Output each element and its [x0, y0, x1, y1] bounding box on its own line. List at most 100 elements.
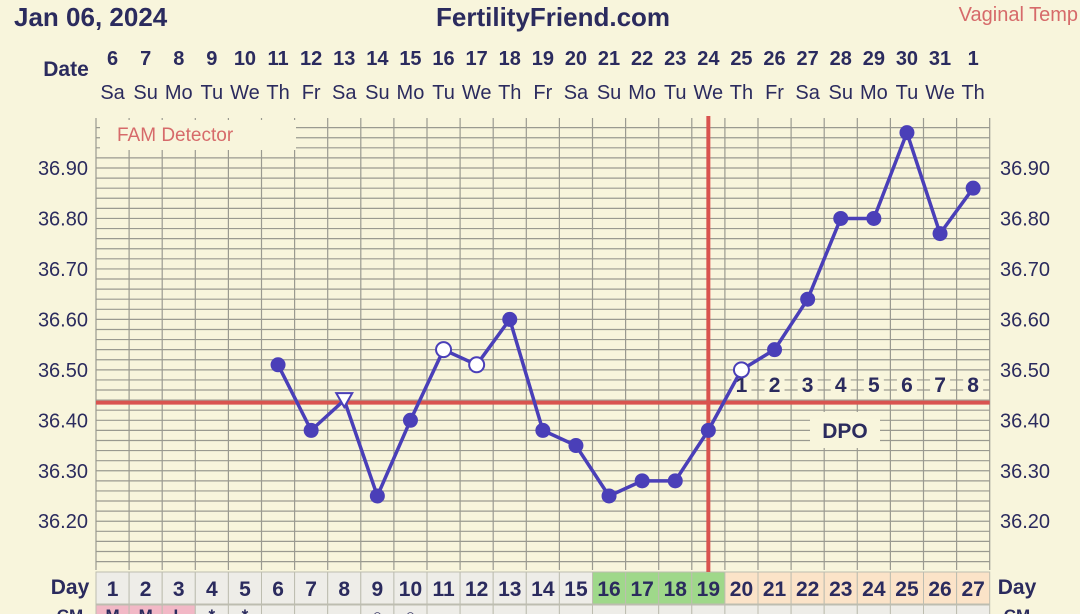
- cycle-day-number: 26: [928, 578, 951, 601]
- cycle-day-cell: [227, 571, 262, 605]
- cycle-day-cell: [790, 571, 825, 605]
- bottom-row-cell: [757, 604, 792, 614]
- dpo-number: 5: [868, 374, 880, 397]
- bottom-row-symbol: *: [209, 606, 216, 614]
- temperature-point: [667, 473, 683, 489]
- bottom-row-cell: [360, 604, 395, 614]
- dpo-number-bg: [930, 372, 951, 396]
- temperature-point: [866, 210, 882, 226]
- dpo-number-bg: [830, 372, 851, 396]
- y-tick-left: 36.50: [38, 360, 88, 382]
- temperature-point: [800, 291, 816, 307]
- date-label: 22: [631, 48, 653, 70]
- weekday-label: Su: [597, 82, 621, 104]
- weekday-label: Tu: [896, 82, 919, 104]
- bottom-row-symbol: ○: [372, 606, 382, 614]
- temperature-point-open: [468, 356, 486, 374]
- temperature-point: [303, 422, 319, 438]
- date-label: 6: [107, 48, 118, 70]
- date-label: 25: [730, 48, 752, 70]
- cycle-day-number: 21: [763, 578, 787, 601]
- temp-type-label: Vaginal Temp: [958, 4, 1078, 26]
- bottom-row-cell: [95, 604, 130, 614]
- weekday-label: Sa: [332, 82, 357, 104]
- fam-detector-bg: [100, 120, 296, 150]
- cycle-day-cell: [360, 571, 395, 605]
- date-label: 18: [499, 48, 521, 70]
- bottom-row-cell: [327, 604, 362, 614]
- weekday-label: Tu: [432, 82, 455, 104]
- day-row-label-right: Day: [998, 576, 1037, 599]
- y-tick-left: 36.30: [38, 461, 88, 483]
- weekday-label: Mo: [397, 82, 425, 104]
- bottom-row-cell: [724, 604, 759, 614]
- day-row-label-left: Day: [51, 576, 90, 599]
- temperature-point: [700, 422, 716, 438]
- bottom-row-cell: [261, 604, 296, 614]
- weekday-label: Fr: [533, 82, 552, 104]
- cycle-day-number: 13: [498, 578, 521, 601]
- y-tick-left: 36.20: [38, 511, 88, 533]
- bottom-row-cell: [393, 604, 428, 614]
- weekday-label: Su: [829, 82, 853, 104]
- temperature-line: [276, 130, 975, 498]
- temperature-point: [932, 226, 948, 242]
- bottom-row-symbol: M: [139, 606, 153, 614]
- weekday-label: Sa: [100, 82, 125, 104]
- fam-detector-label: FAM Detector: [117, 125, 234, 146]
- date-label: 17: [466, 48, 488, 70]
- bottom-row-cell: [227, 604, 262, 614]
- date-label: 13: [333, 48, 355, 70]
- weekday-label: Mo: [165, 82, 193, 104]
- y-tick-left: 36.90: [38, 158, 88, 180]
- dpo-number: 8: [967, 374, 979, 397]
- date-label: 27: [797, 48, 819, 70]
- bottom-row-cell: [691, 604, 726, 614]
- y-tick-right: 36.60: [1000, 309, 1050, 331]
- date-label: 23: [664, 48, 686, 70]
- cycle-day-cell: [592, 571, 627, 605]
- bottom-row-cell: [294, 604, 329, 614]
- bottom-row-cell: [426, 604, 461, 614]
- dpo-number-bg: [863, 372, 884, 396]
- temperature-point: [833, 210, 849, 226]
- dpo-number: 4: [835, 374, 847, 397]
- cycle-day-number: 14: [531, 578, 555, 601]
- weekday-label: Tu: [201, 82, 224, 104]
- weekday-label: We: [925, 82, 955, 104]
- cycle-day-number: 5: [239, 578, 251, 601]
- cycle-day-number: 27: [961, 578, 984, 601]
- y-tick-right: 36.50: [1000, 360, 1050, 382]
- weekday-label: Mo: [628, 82, 656, 104]
- weekday-label: Th: [961, 82, 984, 104]
- cycle-day-number: 1: [107, 578, 119, 601]
- chart-date: Jan 06, 2024: [14, 2, 168, 32]
- bottom-row-cell: [823, 604, 858, 614]
- date-label: 21: [598, 48, 620, 70]
- temperature-point: [899, 125, 915, 141]
- weekday-label: Fr: [765, 82, 784, 104]
- weekday-label: We: [694, 82, 724, 104]
- cycle-day-number: 20: [730, 578, 753, 601]
- weekday-label: Fr: [302, 82, 321, 104]
- cycle-day-number: 19: [697, 578, 720, 601]
- temperature-point: [965, 180, 981, 196]
- bottom-row-cell: [625, 604, 660, 614]
- y-tick-right: 36.70: [1000, 259, 1050, 281]
- date-label: 29: [863, 48, 885, 70]
- dpo-number: 3: [802, 374, 814, 397]
- cycle-day-number: 6: [272, 578, 284, 601]
- weekday-label: Sa: [795, 82, 820, 104]
- cycle-day-number: 9: [372, 578, 384, 601]
- y-tick-right: 36.80: [1000, 208, 1050, 230]
- date-label: 31: [929, 48, 951, 70]
- cycle-day-number: 15: [564, 578, 588, 601]
- y-tick-right: 36.40: [1000, 410, 1050, 432]
- weekday-label: Tu: [664, 82, 687, 104]
- date-label: 15: [399, 48, 421, 70]
- dpo-label-bg: [810, 412, 880, 448]
- cycle-day-cell: [956, 571, 991, 605]
- cycle-day-cell: [194, 571, 229, 605]
- date-label: 10: [234, 48, 256, 70]
- bottom-row-cell: [161, 604, 196, 614]
